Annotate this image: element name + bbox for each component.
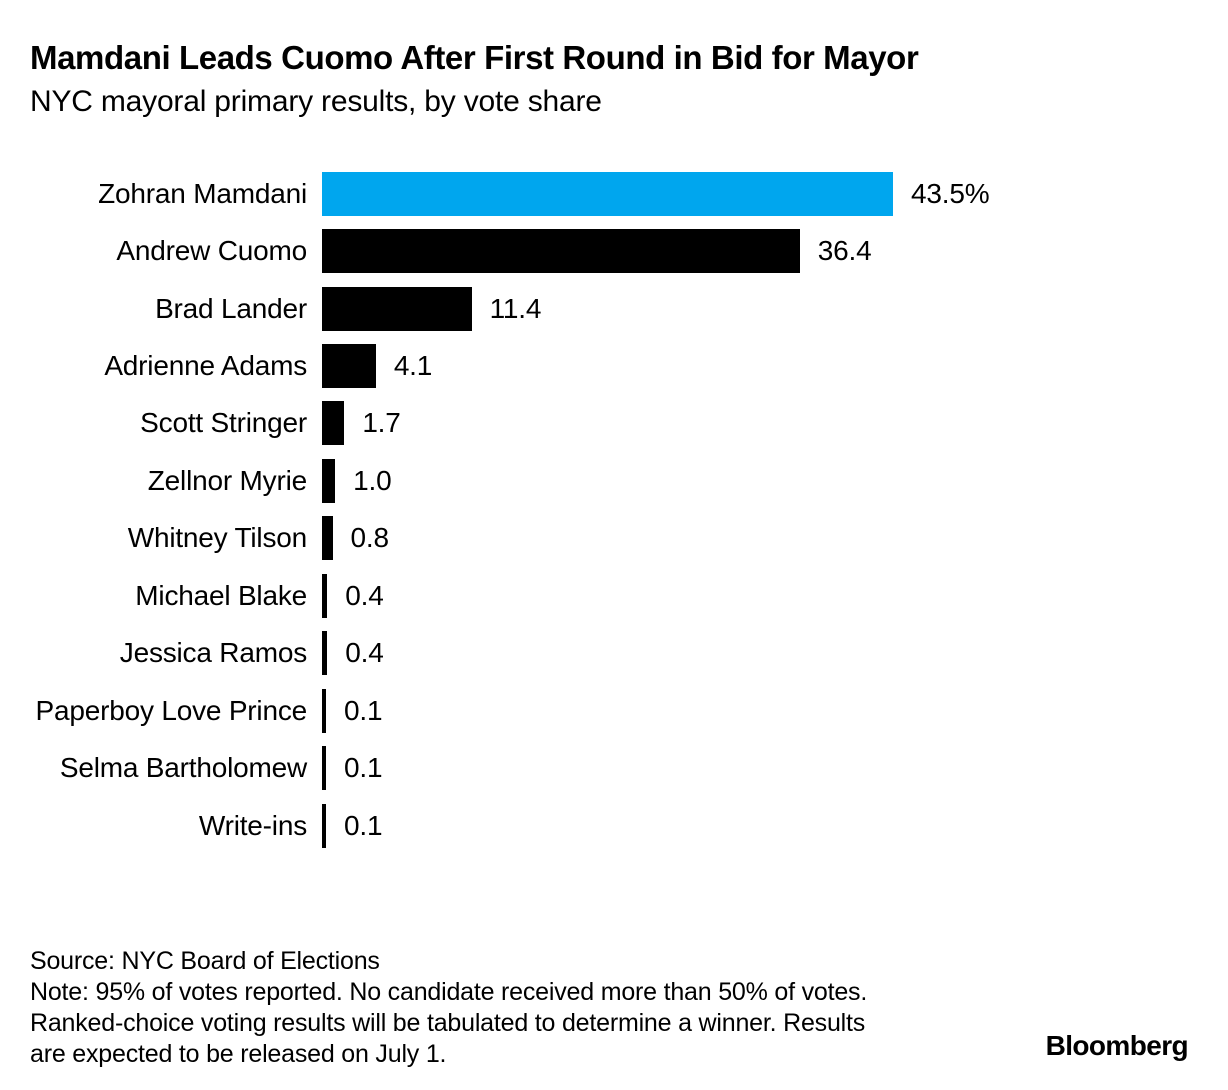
- value-label: 0.4: [345, 579, 384, 611]
- value-label: 0.1: [344, 694, 383, 726]
- bar: [322, 516, 333, 561]
- source-line: Source: NYC Board of Elections: [30, 947, 380, 975]
- footer-notes: Source: NYC Board of Elections Note: 95%…: [30, 946, 1030, 1070]
- chart-row: Jessica Ramos 0.4: [0, 625, 1228, 682]
- bar: [322, 746, 326, 791]
- category-label: Adrienne Adams: [104, 350, 307, 382]
- category-label: Andrew Cuomo: [116, 235, 307, 267]
- chart-row: Paperboy Love Prince 0.1: [0, 682, 1228, 739]
- chart-row: Whitney Tilson 0.8: [0, 510, 1228, 567]
- value-label: 43.5%: [911, 177, 990, 209]
- bar: [322, 401, 345, 446]
- chart-row: Selma Bartholomew 0.1: [0, 739, 1228, 796]
- category-label: Jessica Ramos: [119, 637, 307, 669]
- chart-row: Scott Stringer 1.7: [0, 395, 1228, 452]
- value-label: 36.4: [817, 235, 872, 267]
- category-label: Selma Bartholomew: [59, 752, 307, 784]
- chart-row: Zellnor Myrie 1.0: [0, 452, 1228, 509]
- chart-row: Write-ins 0.1: [0, 797, 1228, 854]
- category-label: Michael Blake: [135, 579, 307, 611]
- category-label: Zellnor Myrie: [147, 464, 307, 496]
- bar-chart: Zohran Mamdani 43.5% Andrew Cuomo 36.4 Brad …: [0, 165, 1228, 854]
- value-label: 0.1: [344, 752, 383, 784]
- bar: [322, 803, 326, 848]
- note-line: Ranked-choice voting results will be tab…: [30, 1009, 866, 1037]
- category-label: Zohran Mamdani: [98, 177, 307, 209]
- chart-title: Mamdani Leads Cuomo After First Round in…: [30, 39, 919, 76]
- chart-row: Adrienne Adams 4.1: [0, 337, 1228, 394]
- bar: [322, 573, 328, 618]
- bar: [322, 344, 376, 389]
- note-line: Note: 95% of votes reported. No candidat…: [30, 978, 868, 1006]
- category-label: Write-ins: [198, 809, 307, 841]
- value-label: 1.7: [362, 407, 401, 439]
- category-label: Brad Lander: [155, 292, 307, 324]
- bloomberg-logo: Bloomberg: [1045, 1030, 1189, 1061]
- note-line: are expected to be released on July 1.: [30, 1040, 447, 1068]
- bar: [322, 631, 328, 676]
- bar: [322, 688, 326, 733]
- category-label: Whitney Tilson: [127, 522, 307, 554]
- category-label: Scott Stringer: [140, 407, 307, 439]
- value-label: 0.8: [350, 522, 390, 554]
- value-label: 1.0: [353, 464, 392, 496]
- category-label: Paperboy Love Prince: [35, 694, 307, 726]
- bar: [322, 286, 472, 331]
- bar: [322, 171, 893, 216]
- chart-row: Brad Lander 11.4: [0, 280, 1228, 337]
- chart-subtitle: NYC mayoral primary results, by vote sha…: [30, 85, 602, 118]
- value-label: 0.4: [345, 637, 384, 669]
- bar: [322, 458, 336, 503]
- bar: [322, 229, 800, 274]
- value-label: 4.1: [393, 350, 433, 382]
- chart-row: Zohran Mamdani 43.5%: [0, 165, 1228, 222]
- chart-row: Michael Blake 0.4: [0, 567, 1228, 624]
- chart-row: Andrew Cuomo 36.4: [0, 222, 1228, 279]
- value-label: 11.4: [489, 292, 542, 324]
- value-label: 0.1: [344, 809, 383, 841]
